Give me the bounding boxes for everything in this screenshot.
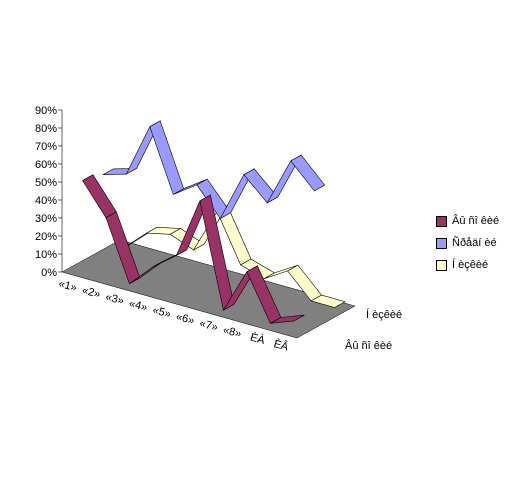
y-tick-label: 60%: [35, 159, 57, 171]
x-tick-label: «7»: [198, 317, 219, 333]
legend-item: Âû ñî êèé: [436, 210, 514, 232]
x-tick-label: «8»: [222, 324, 243, 340]
y-tick-label: 40%: [35, 195, 57, 207]
legend: Âû ñî êèé Ñðåäí èé Í èçêèé: [436, 210, 514, 276]
x-tick-label: «5»: [151, 304, 172, 320]
series-ribbon: [82, 174, 305, 324]
x-tick-label: ÈÂ: [272, 337, 290, 354]
series-ribbon: [102, 120, 326, 220]
y-tick-label: 0%: [41, 267, 57, 279]
x-tick-label: «3»: [104, 291, 125, 307]
depth-axis: Âû ñî êèé Í èçêèé: [345, 308, 402, 352]
line-segment: [270, 314, 305, 324]
x-axis: «1» «2» «3» «4» «5» «6» «7» «8» ÈÀ ÈÂ: [57, 278, 290, 354]
x-tick-label: «6»: [175, 311, 196, 327]
line-segment: [149, 120, 185, 195]
legend-item: Ñðåäí èé: [436, 232, 514, 254]
y-tick-label: 30%: [35, 213, 57, 225]
legend-label: Ñðåäí èé: [452, 237, 497, 249]
legend-swatch: [436, 237, 447, 249]
line-segment: [290, 154, 326, 192]
legend-swatch: [436, 259, 447, 271]
y-tick-label: 20%: [35, 231, 57, 243]
legend-label: Âû ñî êèé: [452, 215, 500, 227]
x-tick-label: «2»: [81, 284, 102, 300]
legend-swatch: [436, 215, 447, 227]
depth-tick-label: Í èçêèé: [366, 308, 402, 321]
y-axis: 0% 10% 20% 30% 40% 50% 60% 70% 80% 90%: [35, 105, 62, 279]
series-ribbons: [82, 120, 346, 324]
legend-label: Í èçêèé: [452, 259, 489, 271]
y-tick-label: 90%: [35, 105, 57, 117]
line-segment: [310, 294, 346, 308]
depth-tick-label: Âû ñî êèé: [345, 339, 392, 352]
x-tick-label: ÈÀ: [249, 331, 267, 348]
legend-item: Í èçêèé: [436, 254, 514, 276]
y-tick-label: 50%: [35, 177, 57, 189]
y-tick-label: 70%: [35, 141, 57, 153]
y-tick-label: 80%: [35, 123, 57, 135]
line-segment: [82, 174, 117, 219]
x-tick-label: «1»: [57, 278, 78, 294]
x-tick-label: «4»: [128, 298, 149, 314]
y-tick-label: 10%: [35, 249, 57, 261]
